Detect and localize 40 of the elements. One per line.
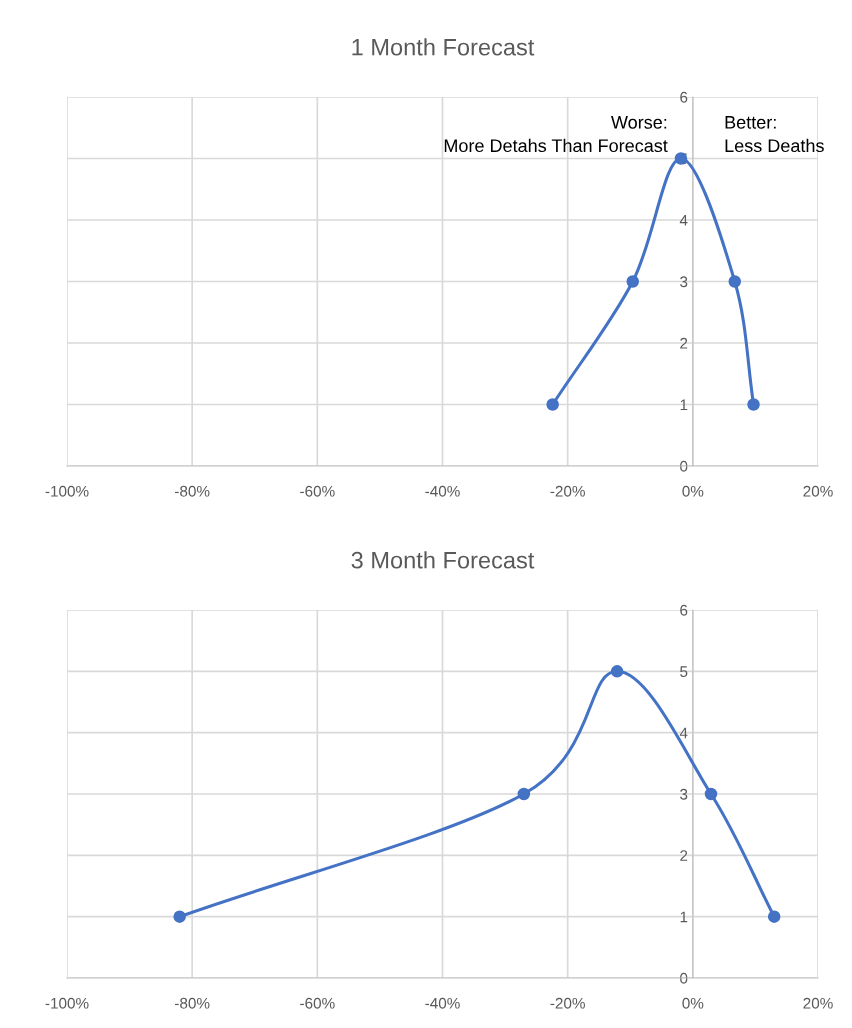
x-tick-label: -100% bbox=[45, 485, 89, 497]
x-tick-label: -100% bbox=[45, 997, 89, 1009]
x-tick-label: 0% bbox=[682, 997, 704, 1009]
point bbox=[626, 275, 640, 288]
y-tick-label: 6 bbox=[680, 604, 688, 616]
chart-title: 1 Month Forecast bbox=[352, 38, 535, 56]
point bbox=[747, 398, 760, 411]
x-tick-label: -40% bbox=[425, 997, 460, 1009]
chart-title: 3 Month Forecast bbox=[351, 551, 535, 569]
y-tick-label: 1 bbox=[680, 911, 688, 923]
y-tick-label: 2 bbox=[680, 337, 688, 349]
y-tick-label: 3 bbox=[680, 276, 688, 288]
annotation: Better: Less Deaths bbox=[725, 116, 824, 153]
x-tick-label: -80% bbox=[175, 997, 210, 1009]
annotation: Worse: More Detahs Than Forecast bbox=[444, 116, 668, 153]
x-tick-label: -60% bbox=[300, 485, 335, 497]
point bbox=[610, 665, 624, 678]
y-tick-label: 4 bbox=[679, 727, 688, 739]
y-tick-label: 2 bbox=[680, 850, 688, 861]
y-tick-label: 1 bbox=[680, 399, 688, 411]
point bbox=[728, 275, 742, 288]
point bbox=[704, 787, 718, 801]
point bbox=[767, 910, 781, 923]
x-tick-label: -80% bbox=[175, 485, 210, 497]
y-tick-label: 0 bbox=[680, 460, 688, 472]
y-tick-label: 0 bbox=[680, 972, 688, 984]
x-tick-label: -60% bbox=[300, 997, 335, 1009]
point bbox=[546, 398, 559, 411]
point bbox=[517, 787, 531, 801]
y-tick-label: 5 bbox=[680, 666, 688, 678]
x-tick-label: 20% bbox=[803, 485, 833, 497]
y-tick-label: 4 bbox=[679, 215, 688, 226]
point bbox=[173, 910, 186, 923]
x-tick-label: 0% bbox=[682, 485, 704, 497]
y-tick-label: 3 bbox=[680, 788, 688, 800]
x-tick-label: -20% bbox=[550, 997, 585, 1009]
y-tick-label: 6 bbox=[680, 91, 688, 103]
x-tick-label: 20% bbox=[803, 997, 833, 1009]
x-tick-label: -20% bbox=[550, 485, 585, 497]
x-tick-label: -40% bbox=[425, 485, 460, 497]
